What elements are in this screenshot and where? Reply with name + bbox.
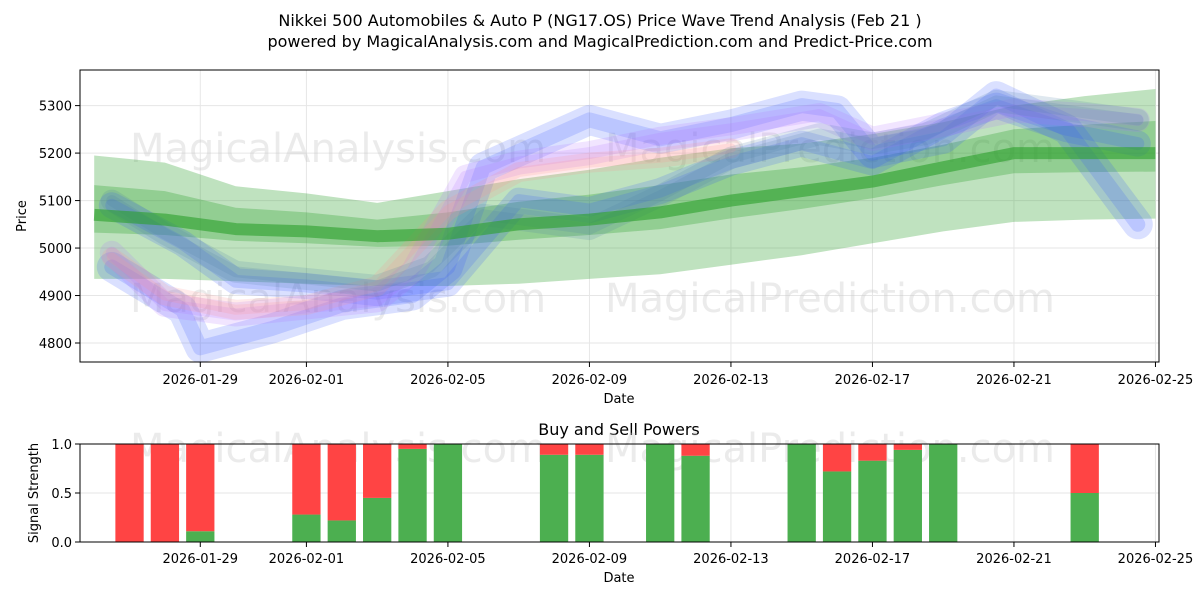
price-x-axis-label: Date bbox=[603, 392, 634, 407]
watermark-4: MagicalPrediction.com bbox=[605, 276, 1055, 322]
blue-wave-a-line bbox=[98, 92, 1151, 307]
buy-bar bbox=[363, 497, 392, 542]
price-y-tick-label: 4800 bbox=[39, 337, 72, 352]
pink-wave-line bbox=[101, 138, 741, 320]
signal-y-tick-label: 0.5 bbox=[51, 487, 72, 502]
signal-y-tick-label: 1.0 bbox=[51, 438, 72, 453]
buy-bar bbox=[327, 520, 356, 542]
sell-bar bbox=[858, 444, 887, 461]
buy-bar bbox=[929, 444, 958, 542]
signal-chart: Buy and Sell Powers MagicalAnalysis.com … bbox=[27, 420, 1193, 586]
sell-bar bbox=[363, 444, 392, 498]
price-y-axis-label: Price bbox=[15, 200, 30, 232]
purple-wave-core bbox=[105, 104, 1144, 321]
sell-bar bbox=[115, 444, 144, 542]
chart-title-line1: Nikkei 500 Automobiles & Auto P (NG17.OS… bbox=[278, 11, 921, 30]
signal-x-tick-label: 2026-01-29 bbox=[163, 552, 239, 567]
blue-wave-b-core bbox=[104, 88, 1146, 356]
buy-bar bbox=[575, 454, 604, 542]
buy-bar bbox=[858, 460, 887, 542]
sell-bar bbox=[539, 444, 569, 455]
signal-x-tick-label: 2026-02-17 bbox=[835, 552, 911, 567]
buy-bar bbox=[292, 514, 321, 542]
price-x-tick-label: 2026-02-21 bbox=[976, 373, 1052, 388]
watermark-1: MagicalAnalysis.com bbox=[130, 126, 546, 172]
sell-bar bbox=[893, 444, 922, 450]
sell-bar bbox=[398, 444, 427, 449]
watermark-3: MagicalAnalysis.com bbox=[130, 276, 546, 322]
price-x-tick-label: 2026-02-01 bbox=[269, 373, 345, 388]
signal-x-tick-label: 2026-02-21 bbox=[976, 552, 1052, 567]
green-trend-line bbox=[93, 147, 1156, 243]
price-x-tick-label: 2026-02-13 bbox=[693, 373, 769, 388]
sell-bar bbox=[575, 444, 604, 455]
buy-bar bbox=[893, 449, 922, 542]
signal-chart-title: Buy and Sell Powers bbox=[538, 420, 700, 439]
price-y-tick-label: 5000 bbox=[39, 242, 72, 257]
buy-bar bbox=[433, 444, 463, 542]
signal-y-axis-label: Signal Strength bbox=[27, 443, 42, 543]
buy-bar bbox=[787, 444, 816, 542]
price-y-tick-label: 5300 bbox=[39, 100, 72, 115]
sell-bar bbox=[822, 444, 852, 472]
signal-x-tick-label: 2026-02-09 bbox=[552, 552, 628, 567]
price-plot-frame bbox=[79, 69, 1160, 363]
blue-wave-a-core bbox=[105, 99, 1145, 300]
buy-bar bbox=[681, 455, 710, 542]
price-y-tick-label: 5200 bbox=[39, 147, 72, 162]
buy-bar bbox=[822, 471, 852, 542]
sell-bar bbox=[186, 444, 215, 532]
signal-y-tick-label: 0.0 bbox=[51, 536, 72, 551]
buy-bar bbox=[186, 531, 215, 542]
price-y-tick-label: 5100 bbox=[39, 195, 72, 210]
buy-bar bbox=[1070, 493, 1099, 542]
sell-bar bbox=[327, 444, 356, 521]
sell-bar bbox=[1070, 444, 1099, 493]
price-chart: MagicalAnalysis.com MagicalPrediction.co… bbox=[15, 69, 1194, 407]
signal-x-tick-label: 2026-02-01 bbox=[269, 552, 345, 567]
buy-bar bbox=[646, 444, 675, 542]
price-x-tick-label: 2026-02-09 bbox=[552, 373, 628, 388]
price-x-tick-label: 2026-02-17 bbox=[835, 373, 911, 388]
signal-x-tick-label: 2026-02-13 bbox=[693, 552, 769, 567]
price-x-tick-label: 2026-01-29 bbox=[163, 373, 239, 388]
sell-bar bbox=[681, 444, 710, 456]
signal-x-axis-label: Date bbox=[603, 571, 634, 586]
buy-bar bbox=[398, 448, 427, 542]
price-x-tick-label: 2026-02-25 bbox=[1118, 373, 1194, 388]
pink-wave-core bbox=[106, 143, 736, 315]
sell-bar bbox=[150, 444, 180, 542]
purple-wave-line bbox=[99, 98, 1150, 327]
sell-bar bbox=[292, 444, 321, 515]
buy-bar bbox=[539, 454, 569, 542]
blue-wave-b-line bbox=[96, 81, 1153, 363]
price-x-tick-label: 2026-02-05 bbox=[410, 373, 486, 388]
price-y-tick-label: 4900 bbox=[39, 290, 72, 305]
signal-x-tick-label: 2026-02-05 bbox=[410, 552, 486, 567]
signal-x-tick-label: 2026-02-25 bbox=[1118, 552, 1194, 567]
chart-title-line2: powered by MagicalAnalysis.com and Magic… bbox=[267, 32, 932, 51]
